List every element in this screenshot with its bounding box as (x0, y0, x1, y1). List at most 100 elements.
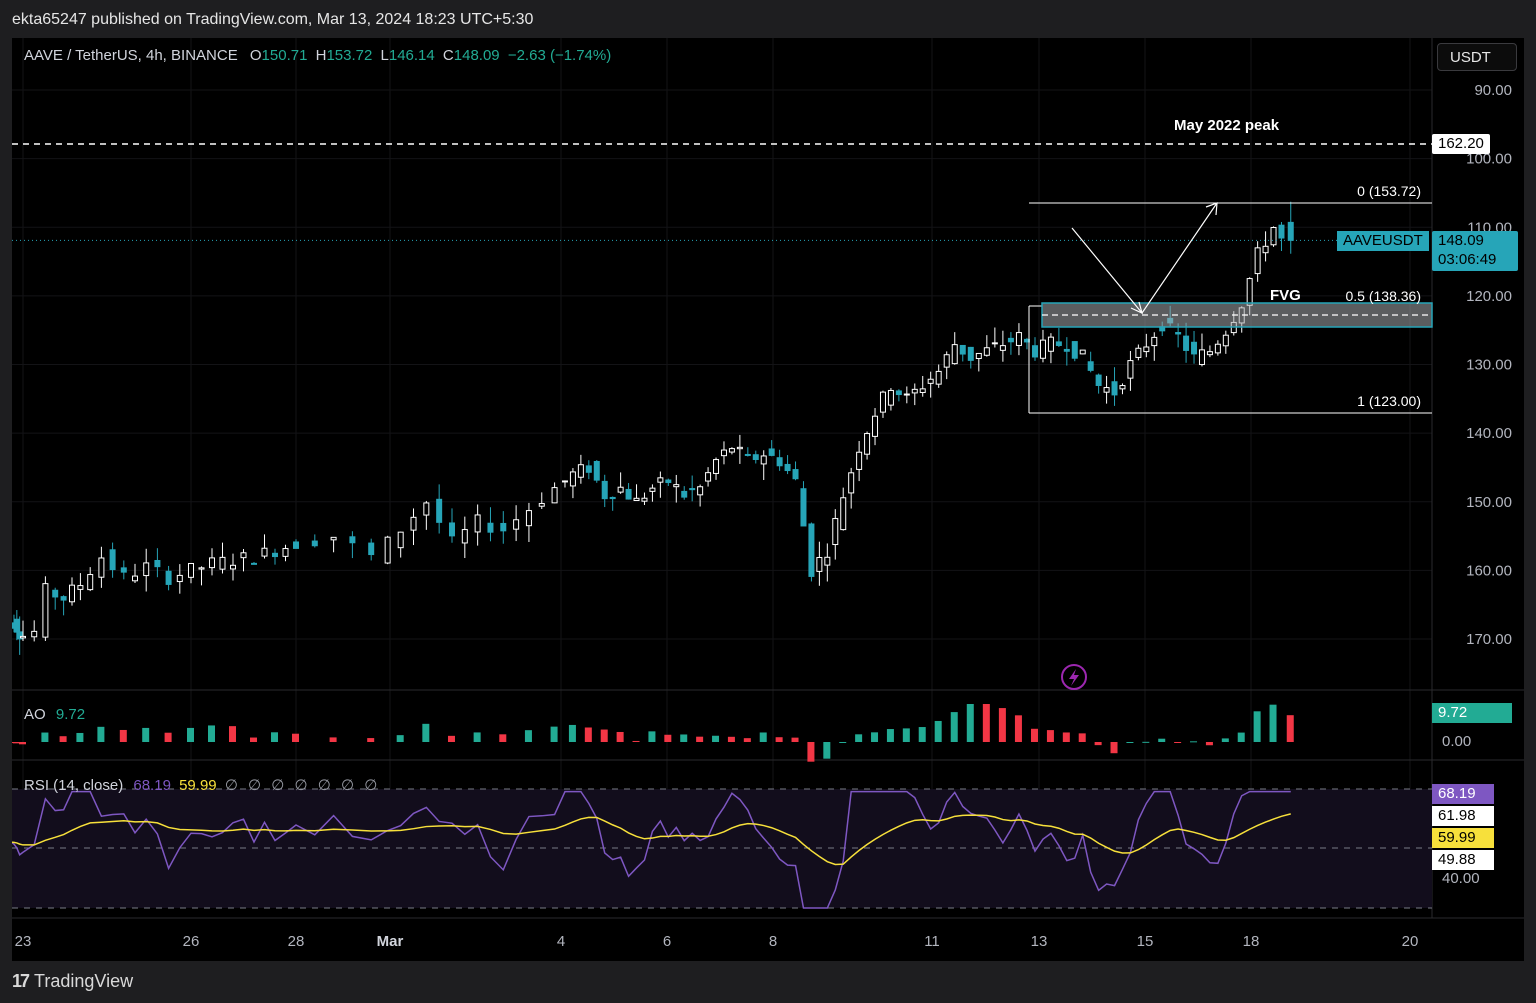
ao-bar (568, 724, 576, 742)
ao-bar (1078, 733, 1086, 742)
candle-body (673, 484, 680, 488)
bottom-bar (0, 961, 1536, 1003)
price-axis-label: 150.00 (1466, 494, 1512, 511)
price-axis-label: 100.00 (1466, 151, 1512, 168)
ao-bar (839, 742, 847, 743)
ao-bar (1237, 732, 1245, 742)
ao-bar (1158, 738, 1166, 742)
candle-body (681, 490, 688, 498)
candle-body (448, 522, 455, 537)
ao-bar (616, 731, 624, 742)
candle-body (816, 557, 823, 572)
tradingview-logo-icon: 17 (12, 971, 30, 991)
candle-body (1111, 381, 1118, 396)
candle-body (1039, 339, 1046, 359)
candle-body (895, 390, 902, 396)
candle-body (887, 389, 894, 406)
ao-bar (966, 704, 974, 742)
ao-title: AO 9.72 (24, 706, 85, 723)
brand[interactable]: 17 TradingView (12, 971, 133, 992)
candle-body (60, 596, 67, 601)
candle-body (983, 347, 990, 356)
candle-body (1119, 385, 1126, 390)
candle-body (77, 585, 84, 590)
candle-body (569, 471, 576, 487)
candle-body (824, 556, 831, 566)
ao-bar (648, 731, 656, 742)
candle-body (1198, 349, 1205, 366)
candle-body (282, 548, 289, 557)
ao-bar (396, 735, 404, 742)
ao-bar (164, 732, 172, 742)
ao-bar (187, 727, 194, 742)
candle-body (52, 589, 59, 598)
ao-bar (1062, 732, 1070, 742)
change-value: −2.63 (−1.74%) (507, 47, 612, 64)
ao-bar (664, 734, 672, 742)
rsi-axis-label: 40.00 (1442, 870, 1480, 887)
ao-bar (329, 737, 337, 742)
candle-body (1151, 336, 1158, 347)
candle-body (872, 415, 879, 437)
open-label: O (249, 47, 262, 64)
candle-body (1262, 245, 1269, 254)
candle-body (943, 354, 950, 368)
candle-body (42, 583, 49, 638)
candle-body (1175, 332, 1182, 335)
candle-body (293, 541, 299, 549)
candle-body (31, 630, 38, 638)
time-axis-label: 23 (15, 933, 32, 950)
lightning-bolt-icon (1069, 669, 1079, 686)
candle-body (1095, 374, 1102, 386)
candle-body (585, 465, 592, 473)
candle-body (744, 453, 751, 456)
candle-body (999, 345, 1006, 351)
time-axis-label: 13 (1031, 933, 1048, 950)
time-axis-label: 20 (1402, 933, 1419, 950)
rsi-ma-value: 59.99 (179, 777, 217, 794)
ao-bar (584, 727, 592, 742)
chart-canvas[interactable]: 170.00160.00150.00140.00130.00120.00110.… (12, 38, 1524, 961)
ao-bar (1286, 715, 1294, 742)
candle-body (1254, 247, 1261, 275)
candle-body (20, 635, 26, 639)
rsi-label[interactable]: RSI (14, close) (24, 777, 124, 794)
rsi-lower-tag: 49.88 (1432, 850, 1494, 870)
symbol-name[interactable]: AAVE / TetherUS, 4h, BINANCE (24, 47, 238, 64)
candle-body (1191, 341, 1198, 355)
last-price-box: 148.09 03:06:49 (1432, 231, 1518, 271)
ao-zero-label: 0.00 (1442, 733, 1472, 750)
candle-body (657, 477, 664, 483)
time-axis-label: 6 (663, 933, 671, 950)
ao-bar (229, 726, 236, 742)
rsi-upper-tag: 61.98 (1432, 806, 1494, 826)
high-value: 153.72 (326, 47, 373, 64)
ao-bar (1110, 742, 1118, 754)
candle-body (230, 564, 236, 570)
candle-body (13, 618, 20, 633)
ao-label[interactable]: AO (24, 706, 46, 723)
candle-body (951, 344, 958, 365)
published-info: ekta65247 published on TradingView.com, … (12, 11, 534, 28)
ao-bar (886, 729, 894, 742)
candle-body (736, 446, 743, 450)
time-axis-label: 18 (1243, 933, 1260, 950)
candle-body (697, 486, 704, 496)
peak-label: May 2022 peak (1174, 117, 1280, 134)
candle-body (1135, 347, 1142, 358)
time-axis-label: 11 (924, 933, 940, 950)
candle-body (423, 502, 430, 516)
candle-body (800, 488, 807, 527)
currency-button[interactable]: USDT (1437, 43, 1517, 71)
high-label: H (315, 47, 327, 64)
candle-body (633, 497, 640, 502)
candle-body (98, 557, 105, 578)
candle-body (561, 480, 568, 483)
low-label: L (380, 47, 389, 64)
candle-body (784, 463, 791, 472)
ao-bar (12, 742, 20, 744)
candle-body (1103, 387, 1110, 393)
candle-body (272, 552, 278, 558)
ao-bar (271, 732, 278, 742)
candle-body (219, 556, 226, 570)
